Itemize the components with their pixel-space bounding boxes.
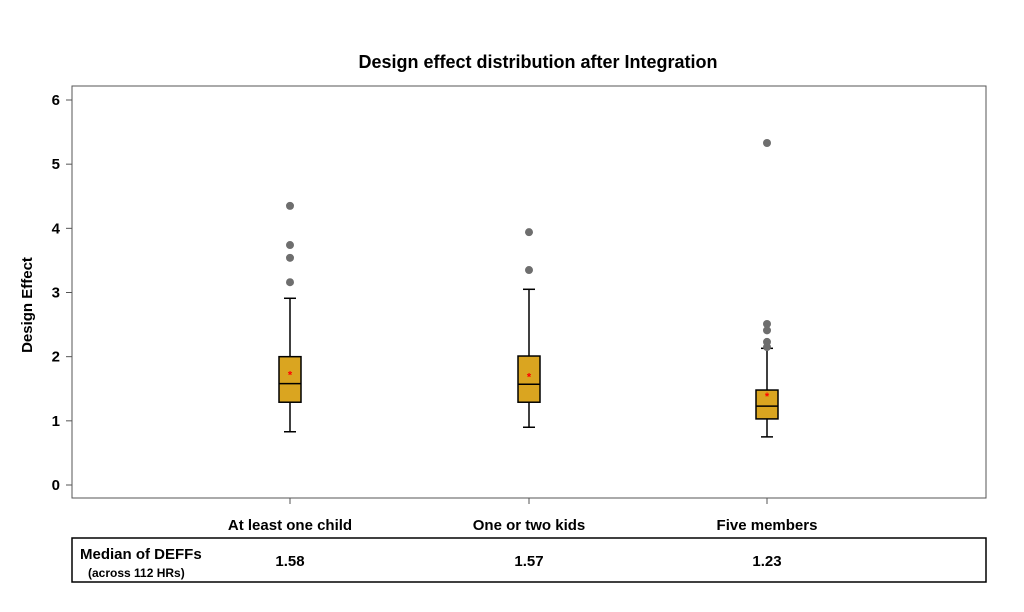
y-tick-label: 3 xyxy=(52,285,60,302)
outlier-point xyxy=(286,278,294,287)
table-value-3: 1.23 xyxy=(752,553,781,570)
box-group: * xyxy=(755,138,779,438)
outlier-point xyxy=(286,201,294,210)
box-iqr xyxy=(517,355,541,403)
table-row-label: Median of DEFFs xyxy=(80,546,202,563)
summary-table xyxy=(71,537,987,583)
outlier-point xyxy=(525,266,533,275)
y-axis-label: Design Effect xyxy=(19,257,36,353)
box-group: * xyxy=(278,201,302,433)
chart-title: Design effect distribution after Integra… xyxy=(358,52,717,72)
outlier-point xyxy=(763,326,771,335)
box-iqr xyxy=(755,389,779,420)
mean-marker: * xyxy=(527,371,532,383)
y-tick-label: 1 xyxy=(52,413,60,430)
outlier-point xyxy=(763,319,771,328)
outlier-point xyxy=(763,337,771,346)
table-row-sublabel: (across 112 HRs) xyxy=(88,566,185,580)
y-tick-label: 4 xyxy=(52,220,61,237)
x-tick-label: At least one child xyxy=(228,517,352,534)
x-tick-label: One or two kids xyxy=(473,517,586,534)
outlier-point xyxy=(525,228,533,237)
outlier-point xyxy=(286,253,294,262)
mean-marker: * xyxy=(765,391,770,403)
box-iqr xyxy=(278,355,302,403)
mean-marker: * xyxy=(288,369,293,381)
table-value-1: 1.58 xyxy=(275,553,304,570)
box-group: * xyxy=(517,228,541,428)
y-tick-label: 0 xyxy=(52,477,60,494)
outlier-point xyxy=(763,138,771,147)
y-tick-label: 6 xyxy=(52,92,60,109)
y-tick-label: 5 xyxy=(52,156,60,173)
y-tick-label: 2 xyxy=(52,349,60,366)
outlier-point xyxy=(286,241,294,250)
table-value-2: 1.57 xyxy=(514,553,543,570)
x-tick-label: Five members xyxy=(717,517,818,534)
